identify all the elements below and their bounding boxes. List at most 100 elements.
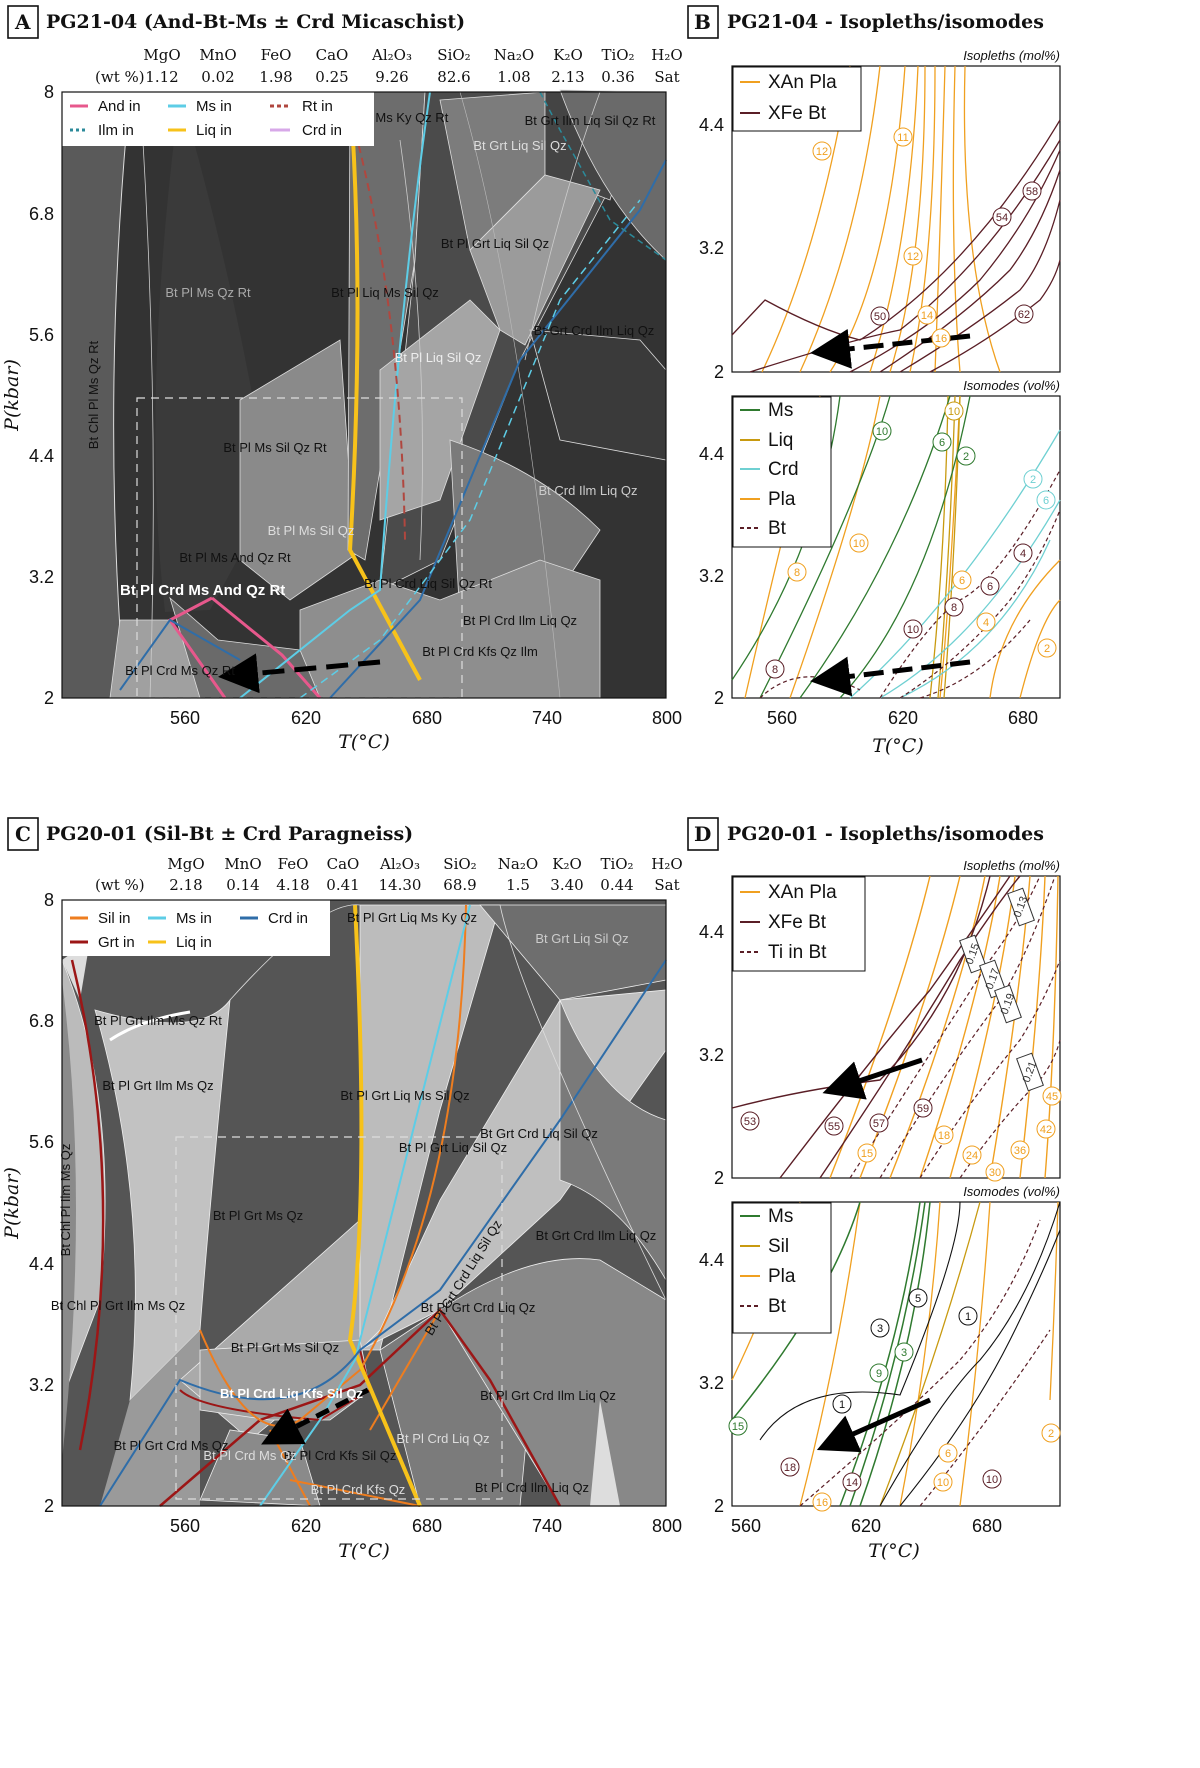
pc-field-19: Bt Pl Crd Ms Qz xyxy=(203,1448,296,1463)
pc-xtick-0: 560 xyxy=(170,1516,200,1536)
panel-b-title: PG21-04 - Isopleths/isomodes xyxy=(727,11,1044,33)
pb-top-plot: 12 11 12 14 16 50 54 58 62 XAn Pla XFe B… xyxy=(699,65,1061,382)
pd-tl-0: 53 xyxy=(744,1116,756,1128)
pc-field-0: Bt Pl Grt Liq Ms Ky Qz xyxy=(347,910,477,925)
pb-bl-15: 8 xyxy=(772,664,778,676)
pb-note-top: Isopleths (mol%) xyxy=(963,48,1060,63)
pb-tytick-2: 2 xyxy=(714,362,724,382)
pb-bottom-legend xyxy=(732,396,832,548)
pd-bottom-legend xyxy=(732,1202,832,1334)
ox-a-0: MgO xyxy=(143,46,180,64)
pb-tl-0: 12 xyxy=(816,146,828,158)
pb-bl-10: 4 xyxy=(1020,548,1026,560)
pd-bottom-plot: 14 15 9 3 3 5 1 1 18 14 16 6 10 10 2 Ms … xyxy=(699,1201,1061,1516)
pc-legend-1: Grt in xyxy=(98,934,135,951)
pd-bl-14: 2 xyxy=(1048,1428,1054,1440)
pc-field-21: Bt Pl Crd Ilm Liq Qz xyxy=(475,1480,589,1495)
val-a-0: 1.12 xyxy=(145,68,178,86)
pb-bleg-1: Liq xyxy=(768,430,793,451)
val-a-3: 0.25 xyxy=(315,68,348,86)
ox-c-1: MnO xyxy=(224,855,261,873)
pc-field-8: Bt Grt Crd Ilm Liq Qz xyxy=(536,1228,657,1243)
panel-c-letter-box xyxy=(7,817,39,851)
pb-tytick-1: 3.2 xyxy=(699,238,724,258)
ox-a-9: H₂O xyxy=(651,46,682,64)
pc-field-2: Bt Pl Grt Ilm Ms Qz Rt xyxy=(94,1013,222,1028)
pd-bl-1: 15 xyxy=(732,1421,744,1433)
val-a-9: Sat xyxy=(654,68,679,86)
pa-ilm-in-line xyxy=(539,91,667,261)
panel-d-letter-box xyxy=(687,817,719,851)
pd-bl-12: 10 xyxy=(937,1477,949,1489)
pb-top-arrow xyxy=(810,328,971,369)
pa-ytick-1: 6.8 xyxy=(29,204,54,224)
val-c-4: 14.30 xyxy=(379,876,422,894)
ox-c-5: SiO₂ xyxy=(443,855,476,873)
pd-top-labels: 53 55 57 59 15 18 24 30 36 42 45 0.13 0.… xyxy=(740,887,1062,1182)
val-a-2: 1.98 xyxy=(259,68,292,86)
panel-c-oxide-header: MgO MnO FeO CaO Al₂O₃ SiO₂ Na₂O K₂O TiO₂… xyxy=(167,855,682,894)
ox-a-1: MnO xyxy=(199,46,236,64)
val-c-1: 0.14 xyxy=(226,876,259,894)
panel-a-axes: 8 6.8 5.6 4.4 3.2 2 560 620 680 740 800 … xyxy=(1,82,682,753)
pc-legend-2: Ms in xyxy=(176,910,212,927)
val-c-6: 1.5 xyxy=(506,876,530,894)
pd-bottom-arrow xyxy=(816,1397,932,1453)
pc-legend-4: Crd in xyxy=(268,910,308,927)
pc-pt-path-arrow xyxy=(261,1387,370,1445)
pd-tl-7: 30 xyxy=(989,1167,1001,1179)
pb-bl-3: 2 xyxy=(963,451,969,463)
pa-field-16: Bt Pl Crd Kfs Qz Ilm xyxy=(422,644,538,659)
pd-xtick-1: 620 xyxy=(851,1516,881,1536)
pc-field-13: Bt Pl Grt Ms Sil Qz xyxy=(231,1340,339,1355)
pd-xlabel: T(°C) xyxy=(868,1540,920,1562)
panel-b-letter: B xyxy=(694,10,711,34)
pb-bytick-1: 3.2 xyxy=(699,566,724,586)
pd-bl-10: 16 xyxy=(816,1497,828,1509)
pd-note-top: Isopleths (mol%) xyxy=(963,858,1060,873)
pb-bl-14: 2 xyxy=(1044,643,1050,655)
ox-c-4: Al₂O₃ xyxy=(379,855,420,873)
pb-bl-5: 10 xyxy=(853,538,865,550)
pa-xtick-0: 560 xyxy=(170,708,200,728)
pd-bl-4: 3 xyxy=(877,1323,883,1335)
pb-bl-6: 6 xyxy=(959,575,965,587)
pa-legend-1: Ilm in xyxy=(98,122,134,139)
pa-field-8: Bt Chl Pl Ms Qz Rt xyxy=(86,340,101,449)
ox-c-8: TiO₂ xyxy=(600,855,633,873)
pa-ytick-3: 4.4 xyxy=(29,446,54,466)
ox-c-2: FeO xyxy=(278,855,309,873)
panel-a-title: PG21-04 (And-Bt-Ms ± Crd Micaschist) xyxy=(46,11,465,33)
pd-tl-3: 59 xyxy=(917,1103,929,1115)
pd-bleg-3: Bt xyxy=(768,1296,787,1317)
pb-bytick-0: 4.4 xyxy=(699,444,724,464)
panel-c: C PG20-01 (Sil-Bt ± Crd Paragneiss) (wt … xyxy=(1,817,683,1562)
pc-zoom-box xyxy=(175,1136,503,1500)
val-c-5: 68.9 xyxy=(443,876,476,894)
pd-bl-9: 14 xyxy=(846,1477,858,1489)
pa-rt-in-line xyxy=(344,94,406,541)
pa-legend-2: Ms in xyxy=(196,98,232,115)
ox-c-9: H₂O xyxy=(651,855,682,873)
pd-top-arrow xyxy=(822,1057,923,1100)
pd-tl-4: 15 xyxy=(861,1148,873,1160)
pd-bl-6: 1 xyxy=(965,1311,971,1323)
pc-field-14: Bt Pl Crd Liq Kfs Sil Qz xyxy=(220,1386,364,1401)
pa-xtick-2: 680 xyxy=(412,708,442,728)
pc-xtick-1: 620 xyxy=(291,1516,321,1536)
pd-tl-6: 24 xyxy=(966,1150,978,1162)
pd-bleg-2: Pla xyxy=(768,1266,796,1287)
panel-b-letter-box xyxy=(687,5,719,39)
val-a-1: 0.02 xyxy=(201,68,234,86)
val-c-3: 0.41 xyxy=(326,876,359,894)
pc-field-6: Bt Pl Grt Liq Sil Qz xyxy=(399,1140,507,1155)
pc-field-18: Bt Pl Grt Crd Ms Qz xyxy=(114,1438,229,1453)
pa-field-11: Bt Pl Ms Sil Qz xyxy=(268,523,355,538)
pc-field-12: Bt Pl Grt Crd Liq Qz xyxy=(421,1300,536,1315)
pc-field-17: Bt Pl Crd Kfs Sil Qz xyxy=(284,1448,397,1463)
panel-a-pseudosection: Bt Pl Grt Liq Ms Ky Qz Rt Bt Grt Liq Sil… xyxy=(61,89,667,699)
pb-note-bottom: Isomodes (vol%) xyxy=(963,378,1060,393)
panel-c-wt-label: (wt %) xyxy=(95,876,145,894)
pb-bottom-plot: 10 10 6 2 8 10 6 6 8 10 4 4 2 6 2 8 Ms L xyxy=(699,395,1061,708)
pb-tl-7: 58 xyxy=(1026,186,1038,198)
